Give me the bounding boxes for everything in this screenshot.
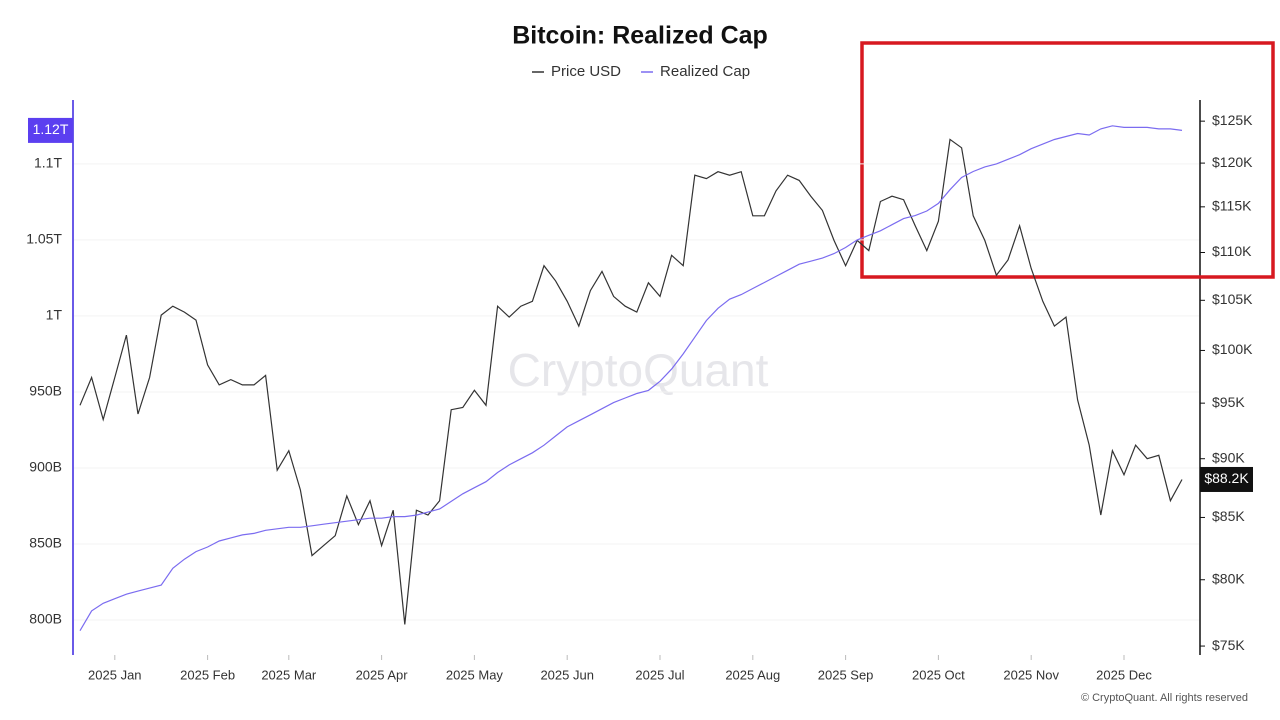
y2-tick-label: $110K [1212, 243, 1252, 259]
y-tick-label: 950B [29, 383, 62, 399]
x-tick-label: 2025 Mar [261, 667, 317, 682]
x-tick-label: 2025 Oct [912, 667, 965, 682]
last-value-badge [28, 117, 73, 143]
highlight-box [860, 41, 1275, 279]
y2-tick-label: $125K [1212, 112, 1253, 128]
y2-tick-label: $90K [1212, 449, 1245, 465]
y2-tick-label: $80K [1212, 570, 1245, 586]
y-tick-label: 800B [29, 611, 62, 627]
x-tick-label: 2025 Apr [356, 667, 409, 682]
series-line [79, 138, 1183, 625]
last-value-badge [1200, 466, 1253, 492]
y-tick-label: 1T [46, 307, 63, 323]
legend-label: Price USD [551, 63, 621, 80]
x-tick-label: 2025 May [446, 667, 504, 682]
y2-tick-label: $115K [1212, 198, 1252, 214]
last-value-label: 1.12T [33, 121, 69, 137]
y-tick-label: 1.05T [26, 231, 62, 247]
x-tick-label: 2025 Feb [180, 667, 235, 682]
x-tick-label: 2025 Jul [635, 667, 684, 682]
legend-label: Realized Cap [660, 63, 750, 80]
series-line [79, 125, 1183, 632]
chart-title: Bitcoin: Realized Cap [512, 22, 768, 50]
y2-tick-label: $100K [1212, 341, 1253, 357]
x-tick-label: 2025 Aug [725, 667, 780, 682]
x-tick-label: 2025 Dec [1096, 667, 1152, 682]
x-tick-label: 2025 Sep [818, 667, 874, 682]
watermark: CryptoQuant [508, 344, 769, 396]
x-tick-label: 2025 Jan [88, 667, 142, 682]
y2-tick-label: $120K [1212, 154, 1253, 170]
x-tick-label: 2025 Nov [1003, 667, 1059, 682]
y2-tick-label: $85K [1212, 508, 1245, 524]
y2-tick-label: $105K [1212, 291, 1253, 307]
y-tick-label: 1.1T [34, 155, 62, 171]
x-tick-label: 2025 Jun [540, 667, 594, 682]
credit: © CryptoQuant. All rights reserved [1081, 692, 1248, 704]
y2-tick-label: $95K [1212, 394, 1245, 410]
y-tick-label: 900B [29, 459, 62, 475]
y2-tick-label: $75K [1212, 637, 1245, 653]
y-tick-label: 850B [29, 535, 62, 551]
last-value-label: $88.2K [1204, 470, 1249, 486]
